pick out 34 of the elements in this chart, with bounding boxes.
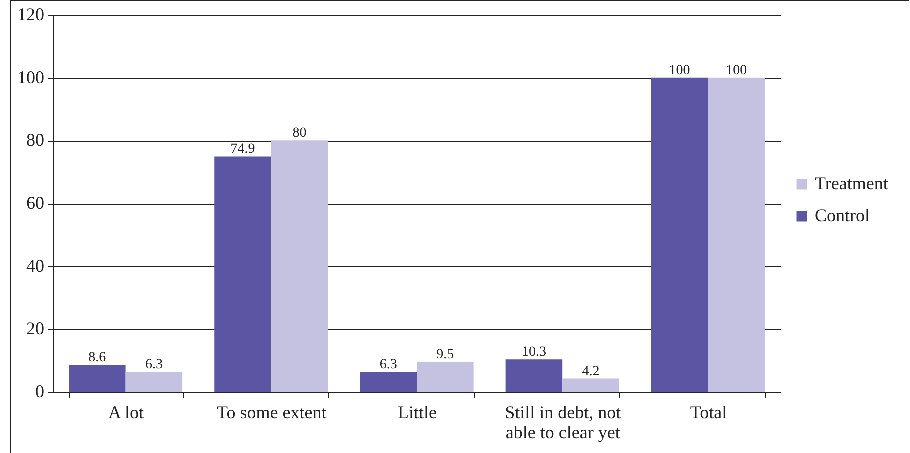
bar bbox=[360, 372, 417, 392]
data-label: 8.6 bbox=[88, 350, 106, 366]
y-tick-label: 60 bbox=[26, 193, 44, 213]
bar bbox=[69, 364, 126, 392]
legend-label: Treatment bbox=[815, 174, 888, 194]
x-tick-label: Still in debt, not able to clear yet bbox=[505, 402, 622, 442]
bar bbox=[417, 362, 474, 392]
bar bbox=[214, 156, 272, 392]
bar bbox=[651, 78, 708, 392]
data-label: 100 bbox=[669, 63, 690, 78]
x-tick-label: Total bbox=[690, 402, 728, 422]
bar bbox=[126, 372, 183, 392]
y-tick-label: 80 bbox=[26, 130, 44, 150]
y-tick-label: 20 bbox=[26, 318, 44, 339]
data-label: 4.2 bbox=[582, 364, 600, 380]
bar bbox=[506, 360, 563, 392]
bar bbox=[562, 378, 620, 392]
data-label: 6.3 bbox=[380, 358, 398, 373]
x-tick-label: Little bbox=[398, 402, 437, 422]
y-tick-label: 40 bbox=[26, 256, 44, 276]
y-tick-label: 0 bbox=[36, 382, 44, 402]
y-tick-label: 100 bbox=[18, 67, 44, 88]
y-tick-label: 120 bbox=[18, 4, 44, 24]
data-label: 9.5 bbox=[436, 348, 454, 363]
bar bbox=[708, 78, 765, 392]
data-label: 74.9 bbox=[230, 142, 256, 158]
x-tick-label: To some extent bbox=[217, 402, 327, 422]
data-label: 6.3 bbox=[145, 358, 163, 373]
data-label: 100 bbox=[726, 63, 748, 78]
data-label: 10.3 bbox=[522, 345, 546, 360]
data-label: 80 bbox=[292, 126, 307, 142]
legend-label: Control bbox=[815, 206, 870, 226]
bar bbox=[271, 140, 328, 392]
x-tick-label: A lot bbox=[108, 402, 144, 422]
